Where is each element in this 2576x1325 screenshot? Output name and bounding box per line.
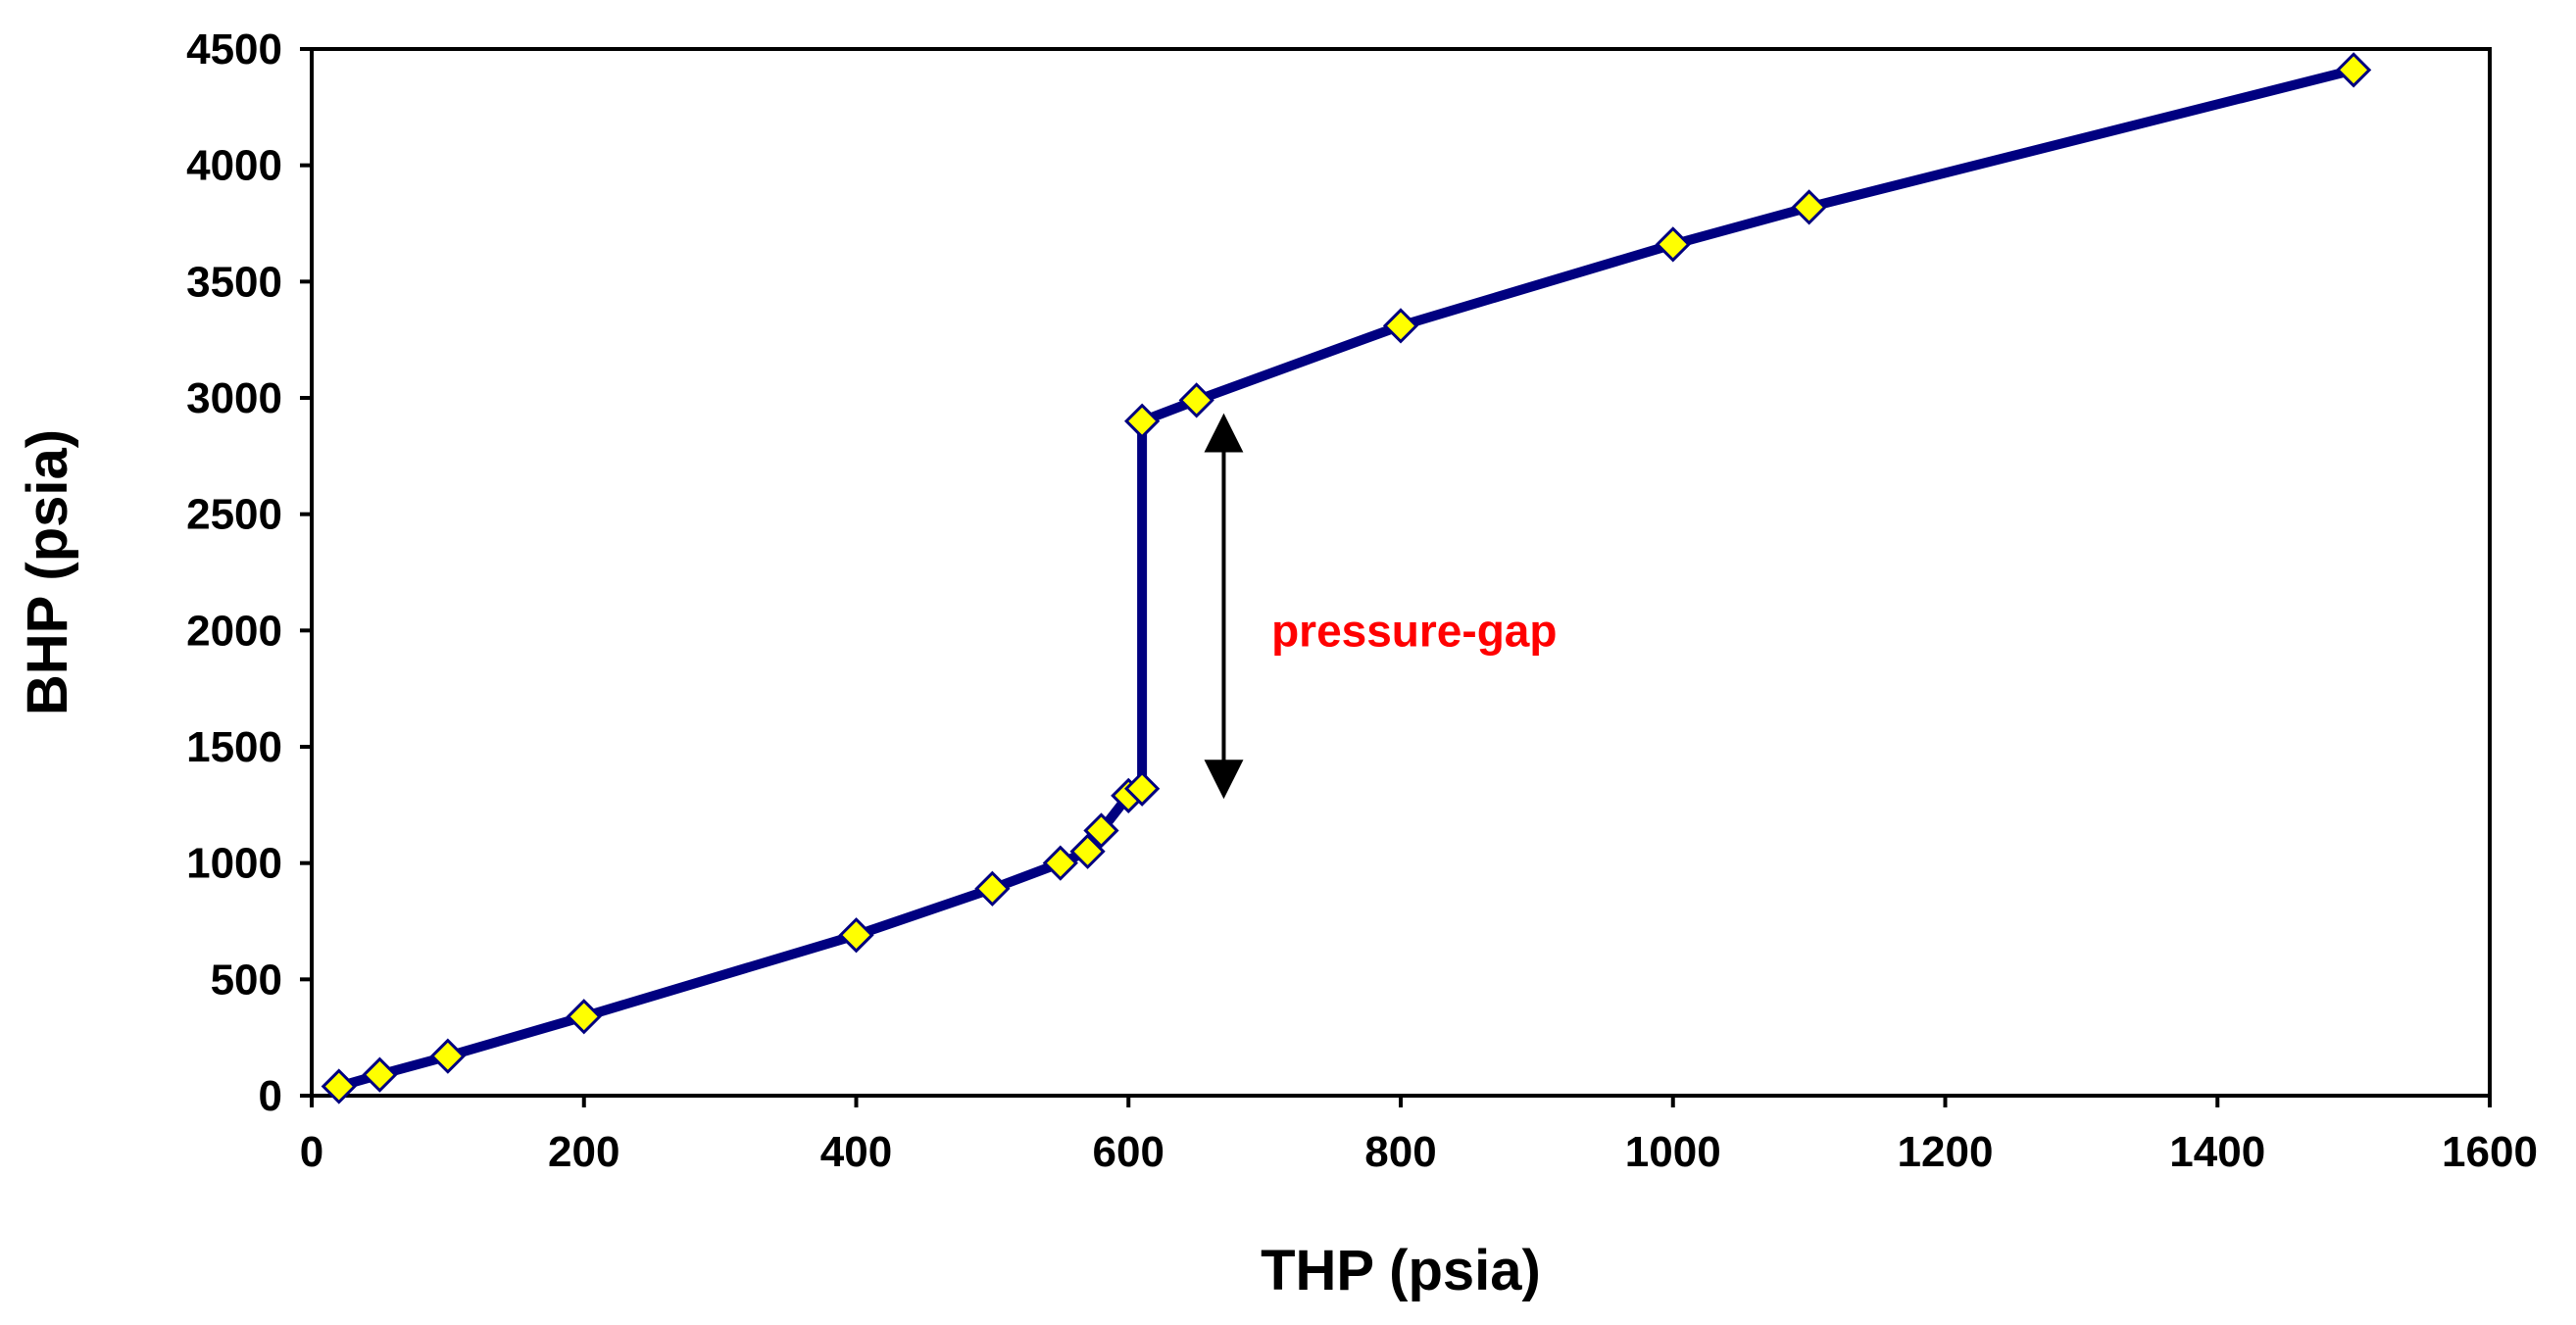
data-point-marker	[429, 1038, 466, 1074]
data-point-marker	[1069, 833, 1106, 869]
y-tick-label: 2000	[186, 607, 282, 655]
x-tick-label: 1600	[2442, 1128, 2538, 1176]
x-tick-label: 400	[820, 1128, 892, 1176]
y-tick-label: 500	[211, 956, 282, 1004]
data-point-marker	[362, 1056, 398, 1093]
x-axis-ticks: 0 200 400 600 800 1000 1200 1400 1600	[300, 1096, 2538, 1176]
data-point-marker	[838, 917, 874, 954]
data-point-marker	[1178, 382, 1214, 418]
y-tick-label: 0	[259, 1072, 282, 1120]
annotation-layer: pressure-gap	[1204, 413, 1558, 800]
y-tick-label: 4000	[186, 142, 282, 190]
data-point-marker	[566, 999, 602, 1035]
x-tick-label: 1400	[2169, 1128, 2265, 1176]
y-tick-label: 3000	[186, 374, 282, 422]
x-axis-title: THP (psia)	[1261, 1239, 1541, 1302]
y-axis-ticks: 0 500 1000 1500 2000 2500 3000 3500 4000 4500	[186, 25, 312, 1120]
x-tick-label: 600	[1093, 1128, 1164, 1176]
data-point-marker	[321, 1068, 357, 1104]
data-point-marker	[1382, 308, 1419, 344]
data-point-marker	[1042, 845, 1078, 881]
pressure-gap-label: pressure-gap	[1271, 605, 1557, 656]
data-point-marker	[1083, 812, 1119, 849]
y-tick-label: 3500	[186, 258, 282, 306]
data-point-marker	[1124, 403, 1161, 439]
x-tick-label: 1200	[1898, 1128, 1994, 1176]
x-tick-label: 1000	[1625, 1128, 1721, 1176]
series-layer	[321, 52, 2372, 1104]
data-point-marker	[1124, 770, 1161, 807]
y-tick-label: 1500	[186, 723, 282, 771]
y-tick-label: 1000	[186, 840, 282, 888]
y-tick-label: 2500	[186, 491, 282, 539]
x-tick-label: 800	[1364, 1128, 1436, 1176]
data-point-marker	[2336, 52, 2372, 88]
x-tick-label: 0	[300, 1128, 323, 1176]
x-tick-label: 200	[548, 1128, 619, 1176]
plot-area	[310, 47, 2492, 1098]
data-point-marker	[1791, 189, 1827, 225]
y-axis-title: BHP (psia)	[16, 429, 79, 715]
data-point-marker	[974, 870, 1011, 907]
data-point-marker	[1655, 226, 1691, 263]
y-tick-label: 4500	[186, 25, 282, 74]
